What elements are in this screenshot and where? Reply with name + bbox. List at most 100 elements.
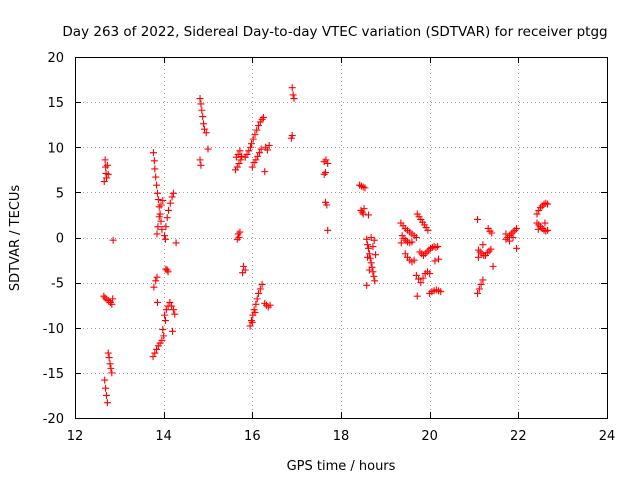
data-point [410, 256, 418, 264]
data-point [432, 243, 440, 251]
data-point [290, 95, 298, 103]
grid-lines [75, 57, 607, 418]
data-point [544, 200, 552, 208]
data-point [106, 360, 114, 368]
data-point [259, 113, 267, 121]
data-point [359, 183, 367, 191]
data-point [534, 225, 542, 233]
data-point [150, 157, 158, 165]
y-tick-label: 20 [47, 51, 64, 66]
data-point [102, 384, 110, 392]
data-point [243, 150, 251, 158]
data-point [372, 251, 380, 259]
data-point [477, 280, 485, 288]
data-point [364, 253, 372, 261]
data-point [166, 298, 174, 306]
data-point [408, 238, 416, 246]
data-point [198, 106, 206, 114]
data-point [370, 272, 378, 280]
data-point [479, 241, 487, 249]
y-tick-label: -20 [43, 412, 64, 427]
data-point [513, 244, 521, 252]
data-point [253, 295, 261, 303]
data-point [502, 230, 510, 238]
data-point [161, 232, 169, 240]
data-point [239, 269, 247, 277]
data-point [474, 215, 482, 223]
data-point [162, 306, 170, 314]
data-point [427, 244, 435, 252]
data-point [100, 178, 108, 186]
data-point [370, 236, 378, 244]
data-point [161, 317, 169, 325]
data-point [103, 161, 111, 169]
data-point [487, 245, 495, 253]
y-axis-label: SDTVAR / TECUs [8, 185, 23, 292]
data-point [542, 227, 550, 235]
data-point [415, 275, 423, 283]
data-point [248, 163, 256, 171]
data-point [196, 95, 204, 103]
data-points [100, 84, 552, 407]
data-point [324, 159, 332, 167]
data-point [102, 391, 110, 399]
y-tick-label: 5 [56, 186, 64, 201]
data-point [233, 235, 241, 243]
data-point [151, 165, 159, 173]
data-point [321, 169, 329, 177]
data-point [412, 271, 420, 279]
data-point [544, 226, 552, 234]
x-tick-labels: 12 14 16 18 20 22 24 [67, 429, 616, 444]
x-tick-label: 24 [599, 429, 616, 444]
data-point [102, 163, 110, 171]
data-point [255, 149, 263, 157]
data-point [169, 327, 177, 335]
data-point [254, 152, 262, 160]
data-point [431, 257, 439, 265]
data-point [153, 189, 161, 197]
data-point [365, 266, 373, 274]
data-point [151, 349, 159, 357]
data-point [358, 208, 366, 216]
data-point [320, 158, 328, 166]
data-point [419, 274, 427, 282]
data-point [289, 91, 297, 99]
data-point [109, 295, 117, 303]
data-point [533, 210, 541, 218]
data-point [161, 235, 169, 243]
plot-frame [75, 57, 608, 419]
data-point [246, 322, 254, 330]
data-point [245, 147, 253, 155]
data-point [233, 163, 241, 171]
data-point [238, 152, 246, 160]
y-tick-label: 15 [47, 96, 64, 111]
data-point [416, 248, 424, 256]
data-point [509, 234, 517, 241]
data-point [365, 250, 373, 258]
data-point [157, 217, 165, 225]
data-point [489, 262, 497, 270]
x-tick-label: 20 [421, 429, 438, 444]
data-point [258, 280, 266, 288]
data-point [168, 193, 176, 201]
data-point [153, 181, 161, 189]
data-point [252, 156, 260, 164]
data-point [511, 226, 519, 234]
y-tick-label: -10 [43, 322, 64, 337]
data-point [104, 170, 112, 178]
data-point [163, 266, 171, 274]
data-point [320, 170, 328, 178]
data-point [369, 243, 377, 251]
data-point [165, 206, 173, 214]
data-point [153, 273, 161, 281]
data-point [159, 196, 167, 204]
data-point [202, 129, 210, 137]
data-point [434, 243, 442, 251]
data-point [235, 234, 243, 241]
data-point [364, 244, 372, 252]
data-point [239, 262, 247, 270]
y-tick-label: -5 [51, 277, 64, 292]
x-tick-label: 18 [333, 429, 350, 444]
data-point [197, 100, 205, 108]
data-point [159, 326, 167, 334]
